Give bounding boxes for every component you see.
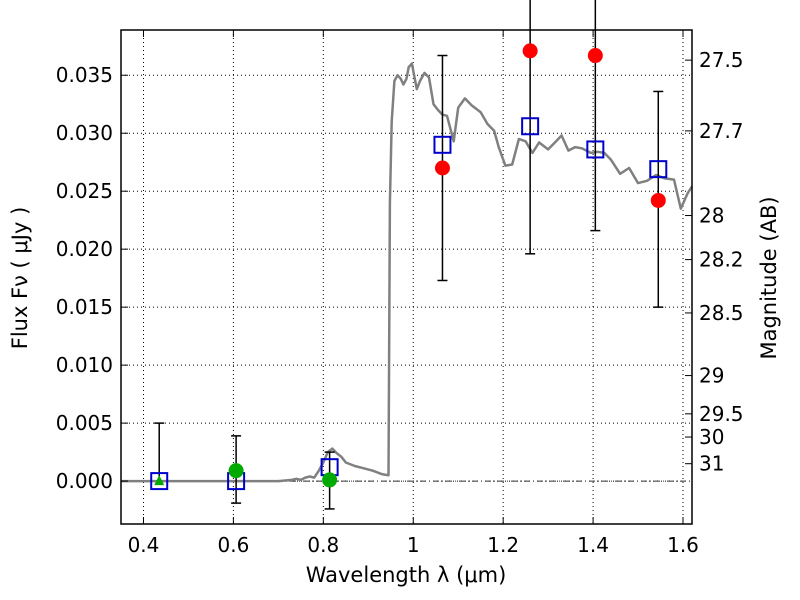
y2-axis-label: Magnitude (AB): [757, 196, 781, 359]
y-tick-label: 0.010: [56, 353, 113, 377]
magnitude-tick-label: 29: [699, 364, 724, 388]
x-tick-label: 1.6: [667, 533, 699, 557]
photometry-square-marker: [586, 140, 605, 159]
x-tick-label: 1.2: [487, 533, 519, 557]
y-tick-label: 0.030: [56, 121, 113, 145]
grid-lines: [121, 30, 692, 524]
y-axis-label: Flux Fν ( μJy ): [8, 207, 32, 350]
tick-labels: 0.4 0.6 0.8 1 1.2 1.4 1.6 0.000 0.005 0.010 0.015 0…: [56, 48, 744, 557]
x-tick-label: 1.4: [577, 533, 609, 557]
magnitude-tick-label: 30: [699, 425, 724, 449]
error-bars: [154, 0, 664, 510]
green-detection-marker: [228, 463, 244, 479]
photometry-square-marker: [150, 472, 169, 491]
y-tick-label: 0.025: [56, 179, 113, 203]
y-tick-label: 0.020: [56, 237, 113, 261]
plot-frame: [120, 29, 693, 525]
sed-model-line: [121, 62, 694, 483]
y-tick-label: 0.035: [56, 63, 113, 87]
magnitude-tick-label: 27.5: [699, 48, 744, 72]
y-tick-label: 0.005: [56, 411, 113, 435]
magnitude-tick-label: 29.5: [699, 402, 744, 426]
magnitude-tick-label: 28: [699, 204, 724, 228]
y-tick-label: 0.000: [56, 469, 113, 493]
magnitude-tick-label: 27.7: [699, 119, 744, 143]
magnitude-tick-label: 31: [699, 452, 724, 476]
red-detection-marker: [650, 192, 666, 208]
magnitude-tick-label: 28.5: [699, 301, 744, 325]
photometry-square-marker: [521, 117, 540, 136]
upper-limit-triangle-marker: [154, 475, 165, 486]
tick-marks: [121, 30, 692, 524]
y-tick-label: 0.015: [56, 295, 113, 319]
photometry-square-marker: [649, 160, 668, 179]
x-axis-label: Wavelength λ (μm): [306, 563, 507, 587]
sed-model-curve: [121, 62, 694, 483]
x-tick-label: 0.4: [128, 533, 160, 557]
magnitude-tick-label: 28.2: [699, 248, 744, 272]
x-tick-label: 0.6: [217, 533, 249, 557]
red-detection-marker: [587, 48, 603, 64]
x-tick-label: 0.8: [307, 533, 339, 557]
data-markers: [150, 43, 668, 491]
green-detection-marker: [322, 472, 338, 488]
photometry-square-marker: [433, 135, 452, 154]
axes-frame: [120, 29, 693, 525]
x-tick-label: 1: [407, 533, 420, 557]
red-detection-marker: [434, 160, 450, 176]
red-detection-marker: [522, 43, 538, 59]
